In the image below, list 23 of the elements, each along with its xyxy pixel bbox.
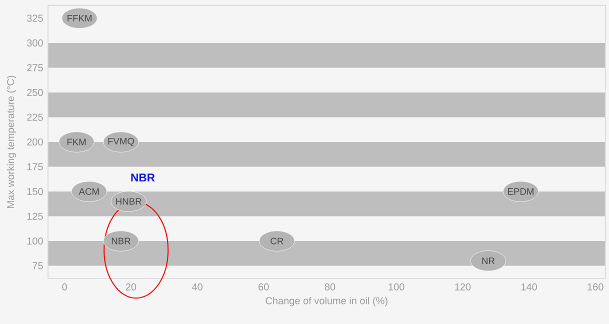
y-tick-label: 100 [27,237,43,245]
x-tick-label: 160 [588,283,604,290]
x-tick-label: 60 [258,283,269,290]
y-tick-label: 150 [27,188,43,196]
y-tick-label: 225 [27,114,43,121]
x-axis-title: Change of volume in oil (%) [266,296,388,306]
annotation: NBR [131,174,155,182]
x-tick-label: 0 [62,283,67,290]
x-tick-label: 40 [192,283,202,290]
y-tick-label: 275 [27,64,43,72]
y-tick-label: 325 [26,14,43,22]
x-tick-label: 80 [324,283,336,290]
x-tick-label: 140 [521,283,537,290]
y-tick-label: 175 [27,163,43,170]
x-tick-label: 120 [455,283,471,290]
y-axis-title: Max working temperature (°C) [6,76,16,208]
y-tick-label: 200 [27,138,43,146]
y-tick-label: 250 [27,88,43,96]
y-tick-label: 125 [27,212,43,220]
x-tick-label: 100 [388,283,404,290]
y-tick-label: 75 [32,262,43,270]
y-tick-label: 300 [26,39,43,47]
x-tick-label: 20 [126,283,136,290]
